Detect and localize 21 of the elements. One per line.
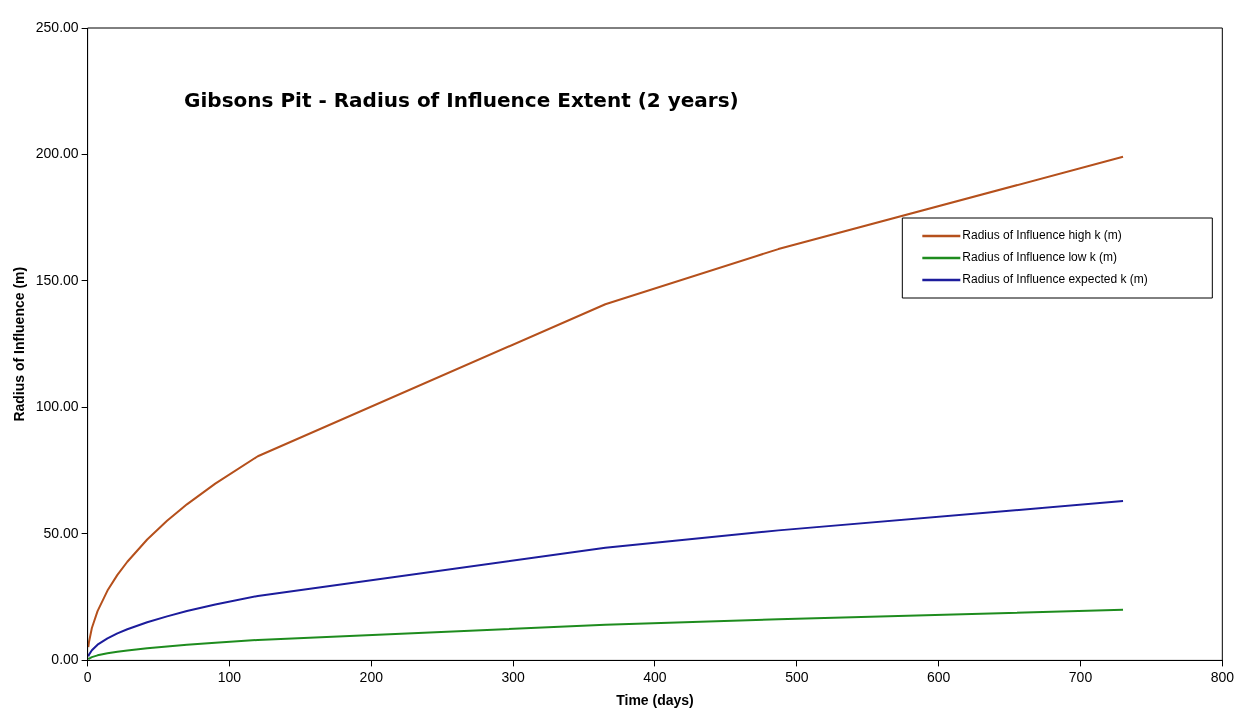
text: Gibsons Pit - Radius of Influence Extent (2 years) [184, 88, 739, 113]
y-tick-label: 0.00 [51, 651, 79, 668]
x-tick-label: 200 [359, 668, 384, 685]
x-tick-label: 300 [501, 668, 526, 685]
x-tick-label: 500 [785, 668, 809, 685]
x-tick-label: 100 [217, 668, 242, 685]
legend-label: Radius of Influence high k (m) [962, 228, 1122, 243]
x-tick-label: 800 [1210, 668, 1235, 685]
y-axis-title: Radius of Influence (m) [11, 266, 28, 422]
legend-label: Radius of Influence low k (m) [962, 250, 1118, 265]
y-tick-label: 50.00 [43, 524, 79, 541]
y-tick-label: 200.00 [35, 145, 79, 162]
y-tick-label: 150.00 [35, 271, 79, 288]
legend-label: Radius of Influence expected k (m) [962, 272, 1148, 287]
x-axis-title: Time (days) [616, 692, 694, 709]
x-tick-label: 0 [83, 668, 92, 685]
x-tick-label: 700 [1068, 668, 1093, 685]
x-tick-label: 600 [926, 668, 951, 685]
y-tick-label: 100.00 [35, 398, 79, 415]
y-tick-label: 250.00 [35, 18, 79, 35]
x-tick-label: 400 [643, 668, 667, 685]
